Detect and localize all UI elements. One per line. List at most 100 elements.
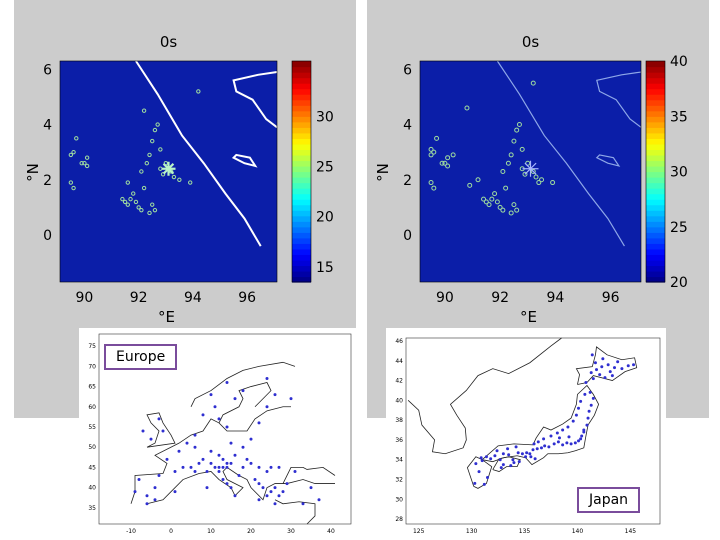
station-point (600, 365, 604, 369)
x-tick-label: 10 (207, 528, 215, 535)
y-tick-label: 4 (403, 118, 412, 134)
station-point (620, 367, 624, 371)
station-point (147, 152, 152, 158)
scatter-map-left: 0s 90 92 94 96 °E 0 2 4 6 °N 15 20 25 30 (24, 33, 334, 326)
station-point (561, 428, 565, 432)
station-point (177, 177, 182, 182)
station-point (595, 368, 598, 372)
colorbar-segment (292, 83, 311, 90)
station-point (529, 455, 533, 459)
epicenter-ray (162, 163, 175, 175)
station-point (590, 353, 594, 357)
colorbar-segment (292, 177, 311, 184)
station-point (131, 191, 136, 196)
plot-frame (419, 60, 642, 283)
station-point (516, 122, 522, 128)
colorbar-segment (646, 265, 665, 272)
colorbar-segment (646, 259, 665, 267)
x-tick-label: 90 (436, 290, 454, 306)
colorbar-segment (646, 193, 665, 200)
epicenter-star (161, 161, 176, 176)
y-tick-label: 6 (403, 62, 412, 78)
station-point (152, 127, 158, 133)
colorbar-segment (292, 182, 311, 189)
station-point (309, 486, 313, 490)
station-point (501, 452, 505, 456)
station-point (525, 451, 529, 455)
y-axis-label: °N (24, 163, 42, 182)
station-point (505, 160, 511, 166)
station-point (536, 180, 542, 186)
colorbar-segment (292, 138, 311, 145)
station-point (495, 449, 499, 453)
japan-station-map: 125 130 135 140 145 28 30 32 34 36 38 40 42 44 46 (395, 337, 661, 535)
station-point (241, 465, 245, 469)
colorbar-frame (645, 60, 666, 283)
epicenter-ray (524, 162, 537, 175)
station-point (241, 445, 245, 449)
colorbar-segment (646, 132, 665, 139)
station-point (530, 169, 536, 174)
station-point (445, 155, 451, 161)
station-point (153, 498, 157, 502)
station-point (269, 490, 273, 494)
station-point (482, 482, 486, 486)
station-point (188, 180, 193, 185)
colorbar-segment (646, 171, 665, 178)
station-point (249, 461, 253, 465)
station-point (149, 437, 153, 441)
japan-label: Japan (577, 487, 641, 513)
station-point (217, 453, 221, 457)
colorbar-segment (646, 110, 665, 117)
colorbar-segment (646, 270, 665, 278)
station-point (428, 146, 434, 152)
station-point (317, 498, 321, 502)
station-point (586, 416, 590, 420)
colorbar-segment (646, 121, 665, 128)
station-point (584, 381, 588, 385)
station-point (574, 413, 578, 417)
colorbar-segment (292, 66, 311, 73)
colorbar-segment (292, 99, 311, 106)
station-point (552, 442, 556, 446)
x-tick-label: 30 (287, 528, 295, 535)
y-tick-label: 2 (43, 173, 52, 189)
colorbar-segment (292, 61, 311, 68)
station-point (205, 486, 209, 490)
station-point (582, 430, 586, 434)
station-point (209, 461, 213, 465)
colorbar-segment (646, 188, 665, 195)
coastline (146, 412, 176, 448)
colorbar-segment (646, 177, 665, 184)
y-tick-label: 2 (403, 173, 412, 189)
epicenter-star (522, 160, 539, 177)
station-point (141, 429, 145, 433)
station-point (603, 376, 607, 380)
y-tick-label: 42 (395, 378, 403, 385)
colorbar-segment (292, 221, 311, 228)
station-point (144, 161, 150, 166)
station-point (145, 502, 149, 506)
station-point (125, 180, 131, 185)
colorbar-segment (292, 88, 311, 95)
colorbar-segment (292, 94, 311, 101)
station-point (547, 445, 551, 449)
station-point (569, 442, 573, 446)
station-point (520, 452, 524, 456)
station-point (464, 105, 470, 111)
y-tick-label: 38 (395, 417, 403, 424)
colorbar-segment (292, 143, 311, 150)
colorbar-segment (292, 188, 311, 195)
coastline (218, 382, 272, 424)
station-point (497, 204, 503, 210)
station-point (486, 202, 492, 208)
station-point (158, 147, 163, 152)
y-tick-label: 55 (88, 424, 96, 431)
station-point (209, 393, 213, 397)
station-point (467, 182, 473, 188)
station-point (257, 421, 261, 425)
y-tick-label: 32 (395, 476, 403, 483)
station-point (221, 465, 225, 469)
station-point (533, 174, 539, 180)
station-point (152, 207, 158, 213)
